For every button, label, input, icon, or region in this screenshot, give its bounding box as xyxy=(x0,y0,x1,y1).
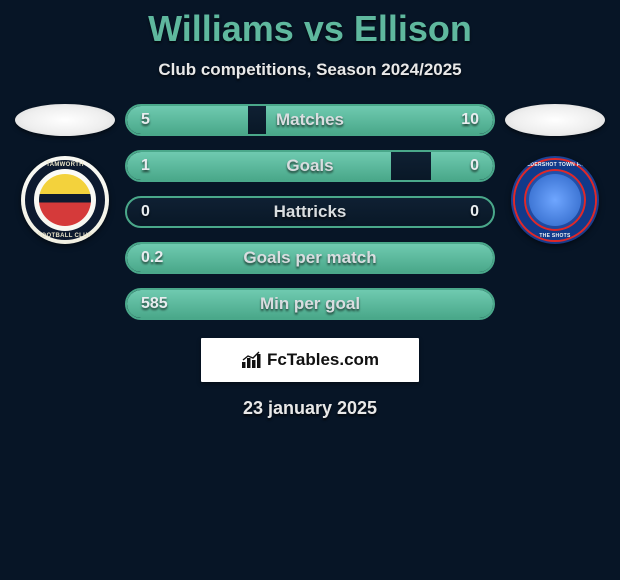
badge-inner xyxy=(39,174,91,226)
badge-inner xyxy=(529,174,581,226)
stat-row: 00Hattricks xyxy=(125,196,495,228)
chart-icon xyxy=(241,351,261,369)
club-badge-right: ALDERSHOT TOWN F.C. THE SHOTS xyxy=(511,156,599,244)
stat-row: 510Matches xyxy=(125,104,495,136)
brand-name: FcTables.com xyxy=(267,350,379,370)
comparison-widget: Williams vs Ellison Club competitions, S… xyxy=(0,0,620,419)
player-photo-placeholder-left xyxy=(15,104,115,136)
comparison-body: TAMWORTH FOOTBALL CLUB 510Matches 10Goals… xyxy=(0,104,620,320)
badge-text-top: ALDERSHOT TOWN F.C. xyxy=(511,162,599,168)
badge-text-bottom: FOOTBALL CLUB xyxy=(21,233,109,239)
stat-row: 10Goals xyxy=(125,150,495,182)
stat-row: 585Min per goal xyxy=(125,288,495,320)
date-label: 23 january 2025 xyxy=(0,398,620,419)
brand-logo[interactable]: FcTables.com xyxy=(201,338,419,382)
stat-bars: 510Matches 10Goals 00Hattricks 0.2Goals per… xyxy=(125,104,495,320)
stat-label: Min per goal xyxy=(127,294,493,314)
badge-text-top: TAMWORTH xyxy=(21,162,109,168)
left-player-column: TAMWORTH FOOTBALL CLUB xyxy=(15,104,115,244)
stat-label: Goals per match xyxy=(127,248,493,268)
stat-label: Matches xyxy=(127,110,493,130)
badge-text-bottom: THE SHOTS xyxy=(511,233,599,239)
stat-label: Goals xyxy=(127,156,493,176)
club-badge-left: TAMWORTH FOOTBALL CLUB xyxy=(21,156,109,244)
subtitle: Club competitions, Season 2024/2025 xyxy=(0,60,620,80)
stat-row: 0.2Goals per match xyxy=(125,242,495,274)
right-player-column: ALDERSHOT TOWN F.C. THE SHOTS xyxy=(505,104,605,244)
page-title: Williams vs Ellison xyxy=(0,8,620,50)
player-photo-placeholder-right xyxy=(505,104,605,136)
stat-label: Hattricks xyxy=(127,202,493,222)
